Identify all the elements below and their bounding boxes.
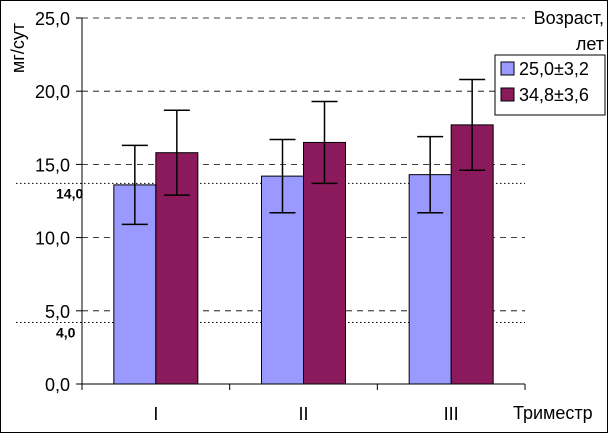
x-tick-label: III bbox=[444, 404, 459, 424]
legend-swatch bbox=[500, 87, 515, 102]
legend-swatch bbox=[500, 61, 515, 76]
legend-title-line1: Возраст, bbox=[534, 8, 604, 28]
y-tick-label: 20,0 bbox=[35, 82, 70, 102]
y-tick-label: 0,0 bbox=[45, 375, 70, 395]
legend-title-line2: лет bbox=[576, 34, 604, 54]
x-tick-label: I bbox=[153, 404, 158, 424]
bar-series bbox=[113, 124, 494, 385]
legend: 25,0±3,2 34,8±3,6 bbox=[494, 54, 606, 116]
y-tick-label: 10,0 bbox=[35, 229, 70, 249]
legend-label: 34,8±3,6 bbox=[519, 85, 589, 105]
legend-label: 25,0±3,2 bbox=[519, 59, 589, 79]
y-tick-label: 5,0 bbox=[45, 302, 70, 322]
x-axis-label: Триместр bbox=[513, 403, 593, 423]
reference-line-label: 14,0 bbox=[56, 185, 83, 201]
error-bars bbox=[121, 78, 486, 226]
x-tick-label: II bbox=[298, 404, 308, 424]
y-tick-label: 15,0 bbox=[35, 155, 70, 175]
axes bbox=[76, 17, 526, 390]
y-tick-label: 25,0 bbox=[35, 9, 70, 29]
y-tick-labels: 0,0 5,0 10,0 15,0 20,0 25,0 bbox=[35, 9, 70, 395]
y-axis-label: мг/сут bbox=[8, 23, 28, 73]
reference-line-label: 4,0 bbox=[56, 325, 76, 341]
x-tick-labels: I II III bbox=[153, 404, 458, 424]
